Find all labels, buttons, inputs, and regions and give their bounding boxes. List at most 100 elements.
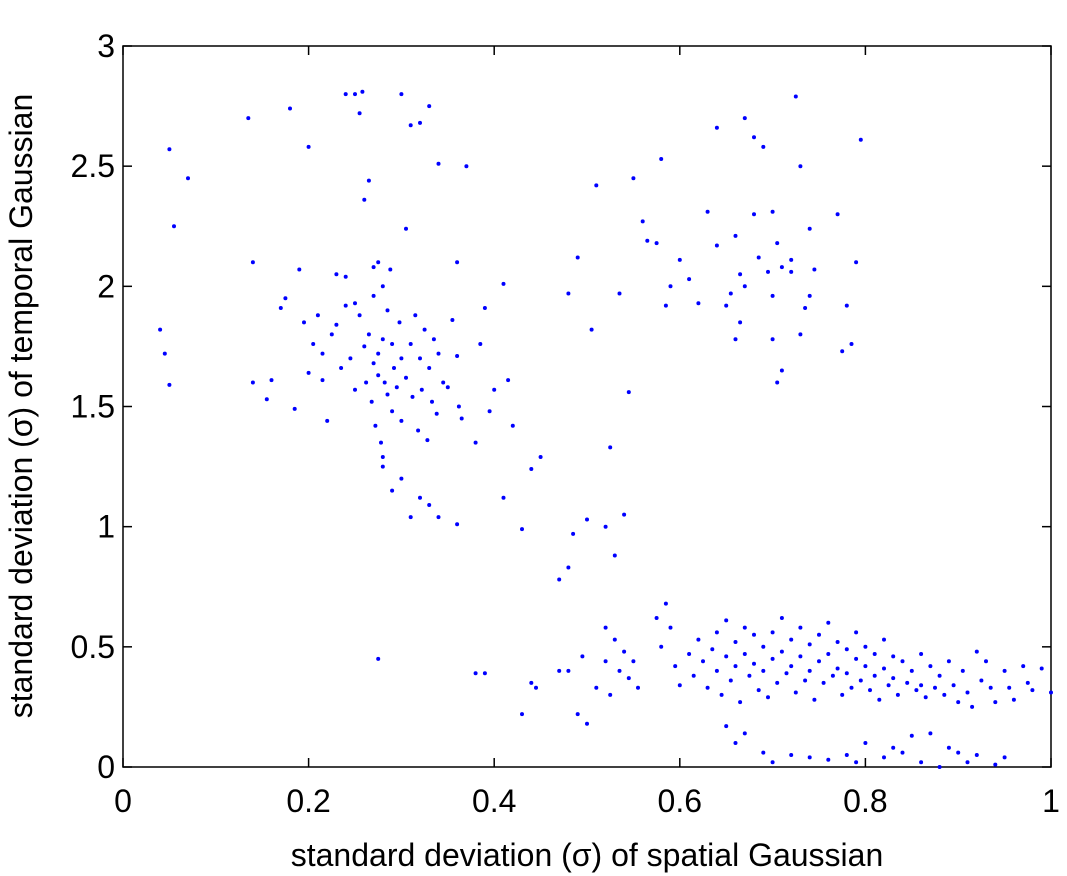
- data-point: [728, 291, 733, 296]
- data-point: [984, 659, 988, 664]
- y-tick-label: 0: [97, 749, 115, 785]
- data-point: [167, 147, 172, 152]
- data-point: [622, 649, 627, 654]
- data-point: [371, 265, 376, 270]
- data-point: [738, 272, 743, 277]
- y-tick-label: 2.5: [71, 148, 115, 184]
- data-point: [419, 387, 424, 392]
- data-point: [673, 664, 678, 669]
- data-point: [654, 616, 659, 620]
- data-point: [928, 731, 933, 736]
- data-point: [854, 260, 859, 265]
- data-point: [529, 467, 534, 471]
- data-point: [761, 644, 766, 649]
- data-point: [1007, 685, 1012, 690]
- data-point: [733, 233, 738, 238]
- data-point: [974, 649, 979, 654]
- data-point: [376, 260, 381, 265]
- data-point: [965, 690, 970, 695]
- data-point: [960, 668, 965, 673]
- data-point: [373, 423, 378, 428]
- data-point: [376, 373, 381, 378]
- data-point: [585, 721, 589, 726]
- data-point: [459, 416, 464, 421]
- data-point: [380, 284, 385, 289]
- data-point: [803, 678, 808, 683]
- data-point: [663, 601, 668, 606]
- data-point: [520, 712, 524, 717]
- data-point: [399, 418, 404, 423]
- data-point: [775, 380, 780, 385]
- data-point: [399, 476, 404, 481]
- data-point: [882, 637, 886, 642]
- data-point: [492, 387, 497, 392]
- data-point: [376, 351, 381, 356]
- data-point: [770, 630, 775, 635]
- x-tick-label: 0.6: [658, 783, 702, 819]
- data-point: [1002, 755, 1007, 760]
- data-point: [427, 503, 432, 507]
- data-point: [752, 661, 756, 666]
- data-point: [798, 332, 803, 337]
- data-point: [302, 320, 306, 325]
- x-tick-label: 0.8: [843, 783, 887, 819]
- data-point: [425, 438, 430, 443]
- data-point: [733, 640, 738, 644]
- data-point: [366, 178, 371, 183]
- data-point: [872, 673, 877, 678]
- data-point: [956, 700, 961, 705]
- data-point: [334, 272, 339, 277]
- data-point: [844, 647, 849, 652]
- data-point: [487, 409, 492, 414]
- data-point: [385, 308, 390, 313]
- data-point: [589, 327, 594, 332]
- data-point: [450, 318, 455, 322]
- data-point: [803, 306, 808, 310]
- data-point: [766, 269, 770, 274]
- data-point: [594, 685, 599, 690]
- data-point: [933, 685, 937, 690]
- data-point: [269, 378, 274, 383]
- data-point: [382, 380, 387, 385]
- data-point: [416, 428, 421, 433]
- data-point: [719, 692, 724, 697]
- data-point: [849, 685, 854, 690]
- data-point: [364, 380, 369, 385]
- data-point: [733, 741, 738, 745]
- data-point: [752, 212, 756, 217]
- data-point: [956, 750, 961, 755]
- data-point: [288, 106, 292, 111]
- data-point: [422, 327, 427, 332]
- data-point: [408, 515, 413, 520]
- data-point: [696, 637, 701, 642]
- data-point: [431, 337, 436, 342]
- data-point: [250, 260, 255, 265]
- data-point: [404, 226, 408, 231]
- data-point: [455, 522, 460, 527]
- data-point: [724, 618, 729, 623]
- data-point: [408, 342, 413, 346]
- data-point: [840, 692, 845, 697]
- data-point: [844, 671, 849, 676]
- data-point: [775, 680, 780, 685]
- data-point: [343, 274, 348, 279]
- data-point: [770, 209, 775, 214]
- data-point: [501, 281, 506, 286]
- data-point: [826, 620, 831, 625]
- data-point: [557, 577, 562, 582]
- data-point: [742, 625, 747, 630]
- data-point: [455, 354, 460, 358]
- data-point: [264, 397, 269, 402]
- data-point: [663, 303, 668, 308]
- data-point: [756, 688, 761, 693]
- data-point: [854, 630, 859, 635]
- y-tick-label: 2: [97, 268, 115, 304]
- data-point: [380, 464, 385, 469]
- data-point: [849, 342, 854, 346]
- data-point: [436, 161, 441, 166]
- data-point: [812, 267, 817, 272]
- data-point: [464, 164, 469, 169]
- data-point: [747, 673, 752, 678]
- data-point: [246, 116, 251, 121]
- data-point: [371, 293, 376, 298]
